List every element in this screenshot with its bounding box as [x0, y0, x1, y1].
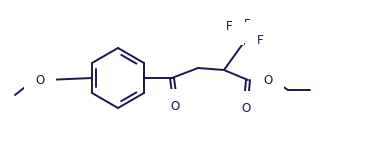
Text: O: O	[264, 73, 273, 86]
Text: O: O	[241, 102, 251, 115]
Text: F: F	[226, 20, 232, 33]
Text: F: F	[257, 33, 263, 46]
Text: F: F	[244, 18, 250, 31]
Text: O: O	[36, 73, 45, 86]
Text: O: O	[170, 100, 180, 113]
